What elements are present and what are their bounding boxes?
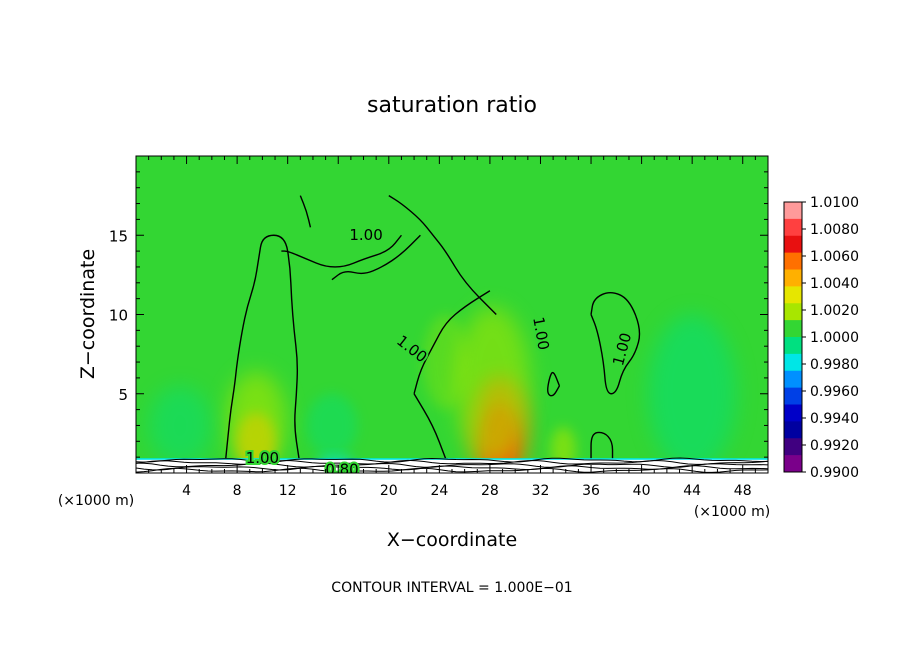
colorbar-swatch <box>784 252 802 270</box>
colorbar-label: 1.0000 <box>810 330 859 346</box>
y-tick-label: 15 <box>109 227 128 245</box>
colorbar-swatch <box>784 438 802 456</box>
colorbar-swatch <box>784 286 802 304</box>
colorbar-label: 0.9920 <box>810 438 859 454</box>
colorbar-swatch <box>784 421 802 439</box>
field-anomaly-10 <box>422 314 469 410</box>
contour-label-5: 0.80 <box>325 460 358 478</box>
colorbar-label: 1.0020 <box>810 303 859 319</box>
colorbar-label: 1.0100 <box>810 195 859 211</box>
x-tick-label: 8 <box>233 483 242 499</box>
contour-line-3 <box>299 195 312 228</box>
x-tick-label: 40 <box>633 483 651 499</box>
y-axis-label: Z−coordinate <box>77 249 99 379</box>
y-tick-label: 5 <box>118 386 128 404</box>
colorbar-label: 0.9940 <box>810 411 859 427</box>
contour-line-4 <box>331 234 421 281</box>
colorbar-swatch <box>784 387 802 405</box>
colorbar-label: 0.9980 <box>810 357 859 373</box>
field-anomaly-6 <box>647 314 737 473</box>
colorbar-label: 1.0060 <box>810 249 859 265</box>
x-tick-label: 44 <box>683 483 701 499</box>
colorbar: 1.0100 1.0080 1.0060 1.0040 1.0020 1.0000 0.99… <box>783 195 859 481</box>
y-axis: 5 10 15 <box>109 171 768 458</box>
colorbar-swatch <box>784 218 802 237</box>
contour-layer <box>225 195 641 459</box>
x-tick-label: 20 <box>380 483 398 499</box>
x-unit-right: (×1000 m) <box>694 504 770 520</box>
x-unit-left: (×1000 m) <box>58 493 134 509</box>
x-tick-label: 36 <box>582 483 600 499</box>
x-tick-label: 48 <box>734 483 752 499</box>
colorbar-label: 0.9960 <box>810 384 859 400</box>
terrain-contour-0 <box>136 457 768 463</box>
colorbar-swatch <box>784 404 802 422</box>
colorbar-label: 1.0080 <box>810 222 859 238</box>
colorbar-swatch <box>784 337 802 355</box>
field-anomaly-2 <box>454 306 531 466</box>
x-axis-label: X−coordinate <box>387 529 517 551</box>
contour-line-8 <box>547 371 561 397</box>
contour-line-0 <box>225 234 300 459</box>
field-anomaly-4 <box>225 371 287 473</box>
terrain-contour-1 <box>136 459 768 465</box>
contour-line-1 <box>388 195 497 315</box>
x-axis: 4 8 12 16 20 24 28 32 36 40 44 48 <box>148 156 756 499</box>
x-tick-label: 32 <box>532 483 550 499</box>
chart-title: saturation ratio <box>367 93 537 118</box>
contour-line-2 <box>281 234 402 268</box>
contour-label-4: 1.00 <box>246 449 279 467</box>
field-anomaly-7 <box>148 385 212 466</box>
colorbar-swatch <box>784 303 802 321</box>
x-tick-label: 12 <box>279 483 297 499</box>
colorbar-swatch <box>784 370 802 389</box>
y-tick-label: 10 <box>109 307 128 325</box>
contour-interval-note: CONTOUR INTERVAL = 1.000E−01 <box>331 580 572 596</box>
contour-line-6 <box>413 393 447 459</box>
saturation-field: 1.001.00 1.00 1.001.000.80 <box>136 156 768 478</box>
colorbar-swatch <box>784 202 802 220</box>
colorbar-swatch <box>784 269 802 287</box>
field-anomaly-8 <box>306 393 358 458</box>
colorbar-swatch <box>784 353 802 372</box>
colorbar-label: 1.0040 <box>810 276 859 292</box>
contour-line-5 <box>413 290 491 394</box>
contour-line-7 <box>590 292 641 395</box>
colorbar-swatch <box>784 235 802 254</box>
colorbar-label: 0.9900 <box>810 465 859 481</box>
colorbar-swatch <box>784 320 802 338</box>
x-tick-label: 4 <box>182 483 191 499</box>
contour-label-0: 1.00 <box>349 226 382 244</box>
terrain-contour-2 <box>136 462 768 468</box>
x-tick-label: 28 <box>481 483 499 499</box>
contour-line-9 <box>590 431 614 459</box>
colorbar-swatch <box>784 455 802 473</box>
x-tick-label: 16 <box>329 483 347 499</box>
x-tick-label: 24 <box>430 483 448 499</box>
